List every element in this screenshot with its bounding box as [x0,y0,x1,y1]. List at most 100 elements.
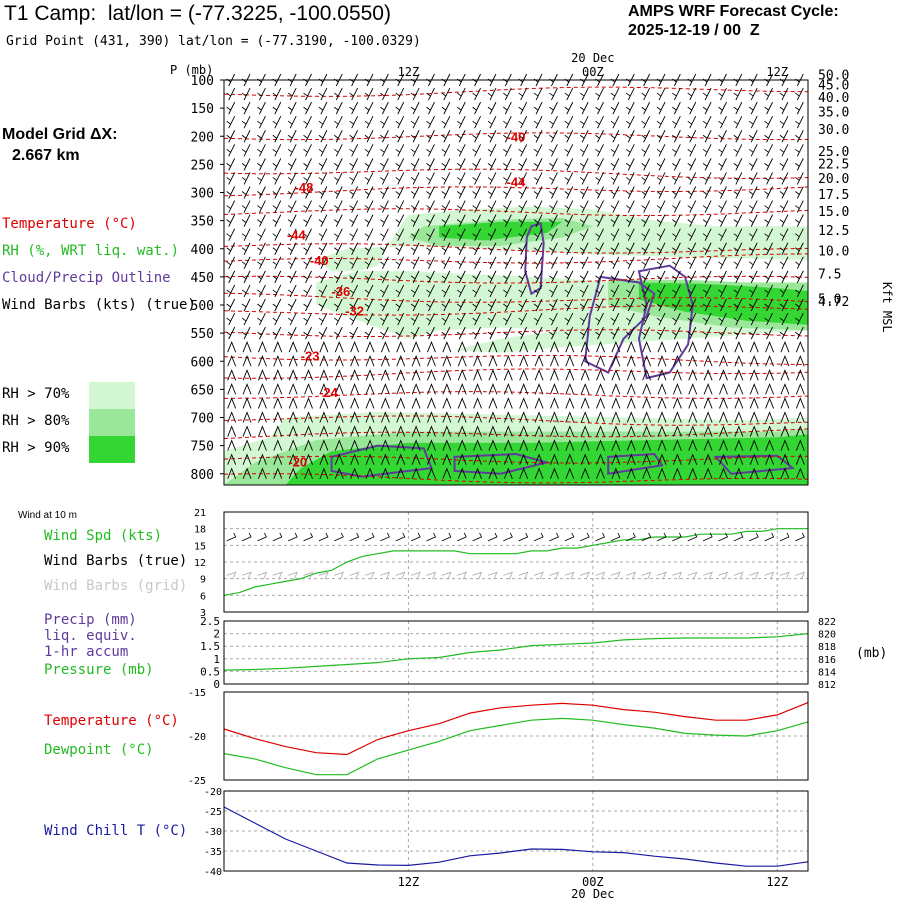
wind-barb [318,101,328,115]
wind-barb [749,439,759,451]
wind-barb [641,256,651,270]
wind-barb [779,186,789,199]
wind-barb [303,87,312,101]
legend-pressure: Pressure (mb) [44,662,154,678]
wind-barb [719,340,728,353]
wind-barb [441,270,451,284]
wind-barb [610,130,620,143]
wind-barb [656,214,666,227]
wind-barb [764,326,773,340]
wind-barb [518,158,528,171]
wind-barb [702,130,712,143]
height-tick: 35.0 [818,106,849,121]
wind-barb [765,467,774,479]
wind-barb [364,326,374,340]
wind-barb [533,228,543,241]
wind-barb [734,411,744,423]
wind-barb [258,340,267,353]
wind-barb [565,369,575,381]
wind-barb [380,355,390,367]
wind-barb [518,101,528,115]
grid-point: Grid Point (431, 390) lat/lon = (-77.319… [6,34,421,49]
wind-barb [410,130,420,143]
wind-barb [287,87,297,101]
wind-barb [611,467,621,479]
wind-barb [272,200,282,213]
wind-barb [304,340,313,353]
wind-barb [426,284,435,298]
wind-barb [241,87,251,101]
wind-barb [703,411,713,423]
temperature-contour [223,275,809,284]
wind-barb [610,298,620,312]
wind-barb [304,397,313,409]
wind-barb [350,453,360,465]
wind-barb [242,383,252,395]
wind-barb [733,326,743,340]
wind-barb-grid [318,571,329,580]
cloud-outline [713,454,796,475]
wind-barb [364,200,374,213]
wind-barb [549,87,558,101]
wind-barb [549,158,558,171]
wind-barb [241,101,251,115]
wind-barb [410,87,420,101]
wind-barb [718,270,727,284]
wind-barb [241,130,251,143]
wind-barb [579,228,589,241]
wind-barb [718,298,727,312]
model-grid-value: 2.667 km [12,147,80,164]
wind-barb-grid [672,571,683,580]
wind-barb-true [672,532,682,542]
wind-barb [426,298,435,312]
wind-barb [441,298,451,312]
wind-barb [350,355,360,367]
wind-barb [550,340,559,353]
temperature-label: -44 [507,174,527,189]
wind-barb [456,144,466,157]
wind-barb [748,115,758,129]
wind-barb [242,340,252,353]
wind-barb [365,397,375,409]
wind-barb [226,284,236,298]
wind-barb [380,467,390,479]
wind-barb [334,425,344,437]
wind-barb [380,284,389,298]
wind-barb [595,200,604,213]
wind-barb [519,411,529,423]
wind-barb [380,186,389,199]
wind-barb [534,369,544,381]
wind-barb [718,172,727,185]
wind-barb [365,453,375,465]
wind-barb [734,383,744,395]
wind-barb [748,242,758,255]
wind-barb [257,115,266,129]
wind-barb [226,172,236,185]
wind-barb [380,115,389,129]
wind-barb [702,115,712,129]
pressure-tick: 500 [191,299,214,314]
wind-barb-true [257,532,267,542]
wind-barb [672,355,682,367]
wind-barb [241,228,251,241]
legend-wind-barbs-grid: Wind Barbs (grid) [44,578,188,594]
wind-barb [287,172,297,185]
wind-barb [334,467,344,479]
wind-barb [488,411,498,423]
wind-barb [656,158,666,171]
wind-barb [503,369,513,381]
wind-barb [625,130,635,143]
wind-barb [287,186,297,199]
wind-barb [333,130,343,143]
wind-barb [596,355,605,367]
wind-barb [273,355,283,367]
wind-barb [672,467,682,479]
wind-barb [241,158,251,171]
wind-barb [534,383,544,395]
wind-barb [487,115,497,129]
wind-barb [596,383,605,395]
wind-barb [442,411,452,423]
wind-barb [426,228,435,241]
wind-barb [795,172,804,185]
wind-barb [456,312,466,326]
